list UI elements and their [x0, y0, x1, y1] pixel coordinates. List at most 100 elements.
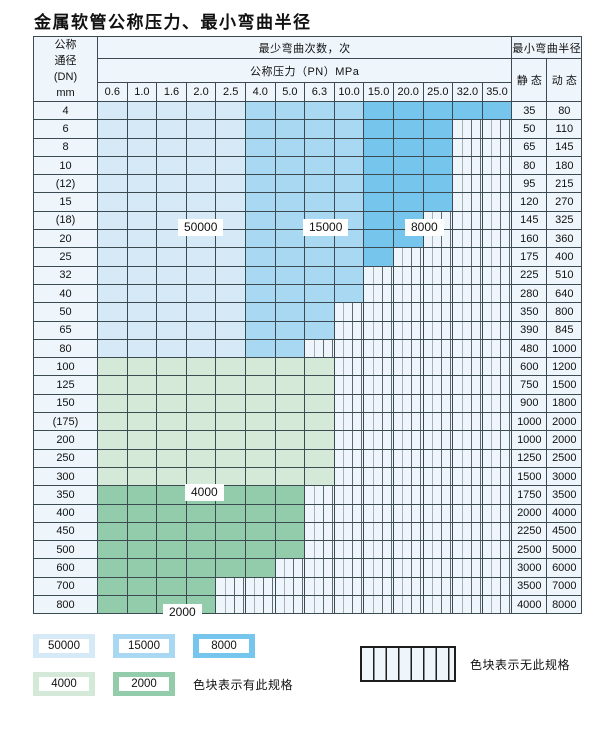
spec-cell	[274, 357, 306, 377]
spec-cell	[452, 265, 483, 285]
static-radius-cell: 175	[511, 247, 548, 267]
spec-cell	[274, 558, 306, 578]
spec-cell	[304, 485, 335, 505]
spec-cell	[97, 302, 128, 322]
spec-cell	[333, 302, 365, 322]
spec-cell	[126, 247, 158, 267]
spec-cell	[185, 247, 217, 267]
spec-cell	[363, 155, 394, 176]
spec-cell	[481, 357, 513, 377]
callout-chip-2000: 2000	[163, 604, 202, 621]
pressure-col-header-9: 15.0	[363, 82, 394, 102]
spec-cell	[422, 375, 454, 395]
table-head: 公称 通径 (DN) mm 最少弯曲次数，次 最小弯曲半径 公称压力（PN）MP…	[33, 36, 583, 102]
callout-chip-8000: 8000	[405, 219, 444, 236]
dn-header-line-2: (DN)	[53, 71, 78, 83]
spec-cell	[97, 192, 128, 212]
spec-cell	[392, 540, 424, 560]
spec-cell	[363, 375, 394, 395]
spec-cell	[333, 393, 365, 414]
spec-cell	[274, 412, 306, 432]
spec-cell	[244, 558, 276, 578]
spec-cell	[363, 412, 394, 432]
page-title: 金属软管公称压力、最小弯曲半径	[34, 13, 312, 33]
spec-cell	[363, 302, 394, 322]
spec-cell	[452, 375, 483, 395]
dn-header-line-1: 通径	[54, 55, 77, 67]
spec-cell	[481, 576, 513, 597]
dynamic-radius-cell: 2500	[546, 448, 583, 468]
pressure-col-header-7: 6.3	[304, 82, 335, 102]
spec-cell	[481, 448, 513, 468]
spec-cell	[274, 338, 306, 359]
header-row-1: 公称 通径 (DN) mm 最少弯曲次数，次 最小弯曲半径	[33, 36, 583, 102]
header-row-2: 公称压力（PN）MPa 静 态 动 态	[34, 58, 583, 102]
table-row: 15 120 270	[33, 192, 583, 212]
spec-cell	[97, 119, 128, 139]
spec-cell	[481, 558, 513, 578]
dn-value-cell: 15	[33, 192, 98, 212]
spec-cell	[185, 558, 217, 578]
spec-cell	[156, 375, 187, 395]
spec-cell	[274, 485, 306, 505]
static-radius-header: 静 态	[511, 58, 548, 102]
spec-cell	[333, 100, 365, 121]
table-row: 450 2250 4500	[33, 521, 583, 542]
spec-table-wrap: 公称 通径 (DN) mm 最少弯曲次数，次 最小弯曲半径 公称压力（PN）MP…	[33, 36, 583, 621]
dn-value-cell: 65	[33, 320, 98, 340]
dn-value-cell: 80	[33, 338, 98, 359]
static-radius-cell: 280	[511, 283, 548, 304]
spec-cell	[274, 265, 306, 285]
spec-cell	[126, 174, 158, 194]
spec-cell	[392, 448, 424, 468]
spec-cell	[333, 595, 365, 615]
spec-cell	[274, 247, 306, 267]
spec-cell	[333, 540, 365, 560]
spec-cell	[97, 357, 128, 377]
spec-cell	[481, 119, 513, 139]
legend-swatch-4000: 4000	[33, 672, 95, 696]
spec-cell	[422, 466, 454, 487]
spec-cell	[363, 466, 394, 487]
spec-cell	[481, 210, 513, 231]
dn-value-cell: 20	[33, 229, 98, 249]
spec-cell	[185, 430, 217, 450]
spec-cell	[185, 540, 217, 560]
spec-cell	[452, 320, 483, 340]
spec-cell	[452, 192, 483, 212]
spec-cell	[392, 357, 424, 377]
dynamic-radius-cell: 80	[546, 100, 583, 121]
spec-cell	[215, 174, 246, 194]
spec-cell	[97, 229, 128, 249]
spec-cell	[422, 119, 454, 139]
dn-value-cell: 10	[33, 155, 98, 176]
spec-cell	[422, 338, 454, 359]
spec-cell	[156, 100, 187, 121]
spec-cell	[215, 558, 246, 578]
spec-cell	[215, 155, 246, 176]
pressure-col-header-6: 5.0	[274, 82, 306, 102]
spec-cell	[304, 137, 335, 157]
spec-cell	[244, 100, 276, 121]
spec-cell	[215, 192, 246, 212]
spec-cell	[481, 503, 513, 523]
spec-cell	[126, 412, 158, 432]
spec-cell	[126, 137, 158, 157]
legend-swatch-50000: 50000	[33, 634, 95, 658]
dynamic-radius-cell: 1500	[546, 375, 583, 395]
spec-cell	[244, 448, 276, 468]
spec-cell	[333, 192, 365, 212]
spec-cell	[481, 338, 513, 359]
spec-cell	[333, 155, 365, 176]
spec-cell	[481, 100, 513, 121]
spec-cell	[392, 521, 424, 542]
spec-cell	[244, 174, 276, 194]
spec-cell	[363, 320, 394, 340]
spec-cell	[333, 576, 365, 597]
spec-cell	[274, 595, 306, 615]
spec-cell	[126, 466, 158, 487]
spec-cell	[422, 558, 454, 578]
spec-cell	[126, 448, 158, 468]
spec-cell	[452, 412, 483, 432]
dn-header-cell: 公称 通径 (DN) mm	[33, 36, 98, 102]
